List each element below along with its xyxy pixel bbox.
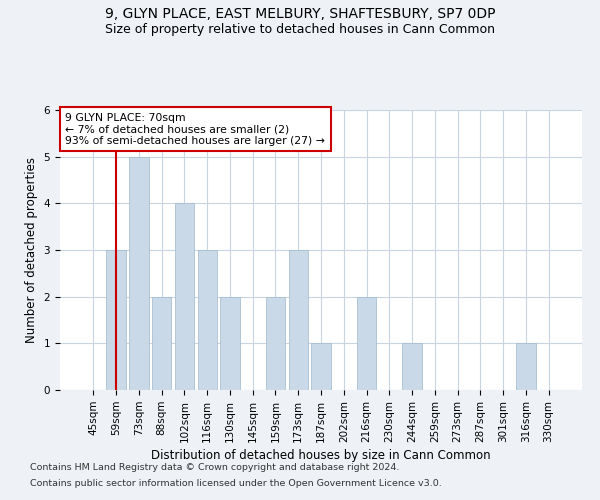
Y-axis label: Number of detached properties: Number of detached properties	[25, 157, 38, 343]
Bar	[289, 250, 308, 390]
Text: Contains public sector information licensed under the Open Government Licence v3: Contains public sector information licen…	[30, 478, 442, 488]
Bar	[403, 344, 422, 390]
Bar	[516, 344, 536, 390]
Text: 9, GLYN PLACE, EAST MELBURY, SHAFTESBURY, SP7 0DP: 9, GLYN PLACE, EAST MELBURY, SHAFTESBURY…	[105, 8, 495, 22]
Bar	[152, 296, 172, 390]
Text: 9 GLYN PLACE: 70sqm
← 7% of detached houses are smaller (2)
93% of semi-detached: 9 GLYN PLACE: 70sqm ← 7% of detached hou…	[65, 113, 325, 146]
X-axis label: Distribution of detached houses by size in Cann Common: Distribution of detached houses by size …	[151, 449, 491, 462]
Bar	[311, 344, 331, 390]
Text: Contains HM Land Registry data © Crown copyright and database right 2024.: Contains HM Land Registry data © Crown c…	[30, 464, 400, 472]
Bar	[197, 250, 217, 390]
Bar	[129, 156, 149, 390]
Bar	[106, 250, 126, 390]
Bar	[357, 296, 376, 390]
Bar	[266, 296, 285, 390]
Bar	[220, 296, 239, 390]
Text: Size of property relative to detached houses in Cann Common: Size of property relative to detached ho…	[105, 22, 495, 36]
Bar	[175, 204, 194, 390]
